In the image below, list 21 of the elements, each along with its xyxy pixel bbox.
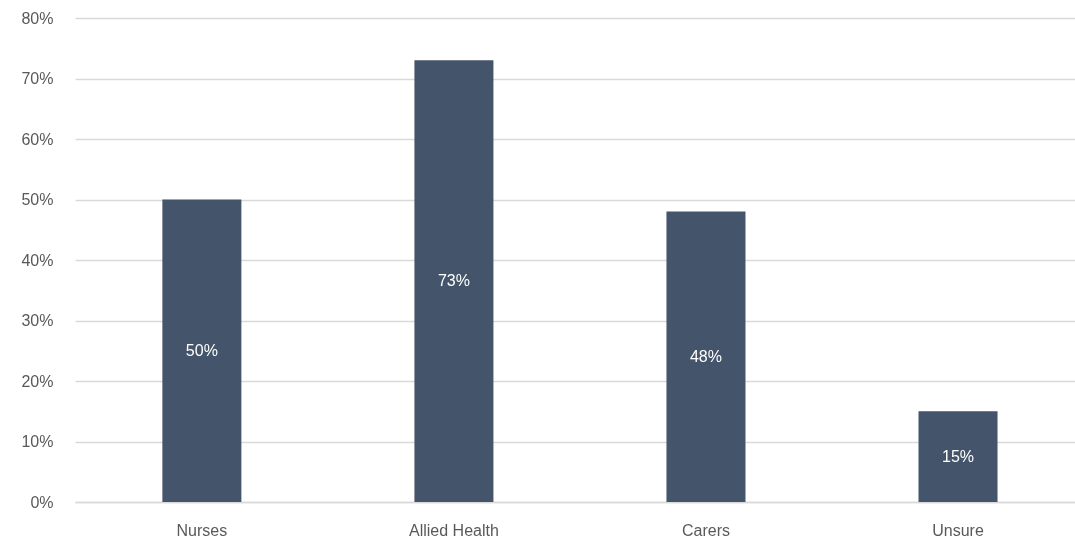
x-tick-label: Nurses bbox=[176, 521, 228, 539]
y-tick-label: 80% bbox=[21, 9, 54, 27]
data-label: 50% bbox=[185, 341, 218, 359]
y-tick-label: 60% bbox=[21, 130, 54, 148]
x-tick-label: Allied Health bbox=[409, 521, 499, 539]
y-tick-label: 10% bbox=[21, 433, 54, 450]
y-tick-label: 20% bbox=[21, 372, 54, 390]
y-tick-label: 70% bbox=[21, 70, 54, 87]
x-tick-label: Unsure bbox=[932, 521, 984, 539]
bar bbox=[666, 211, 746, 502]
x-tick-label: Carers bbox=[681, 521, 730, 539]
bar bbox=[414, 60, 494, 502]
y-tick-label: 50% bbox=[21, 191, 54, 208]
bar bbox=[918, 411, 998, 502]
data-label: 48% bbox=[689, 347, 722, 365]
y-tick-label: 0% bbox=[30, 493, 54, 511]
y-tick-label: 30% bbox=[21, 312, 54, 329]
data-label: 15% bbox=[942, 447, 975, 465]
bar bbox=[162, 199, 242, 502]
y-tick-label: 40% bbox=[21, 251, 54, 269]
data-label: 73% bbox=[437, 272, 470, 290]
